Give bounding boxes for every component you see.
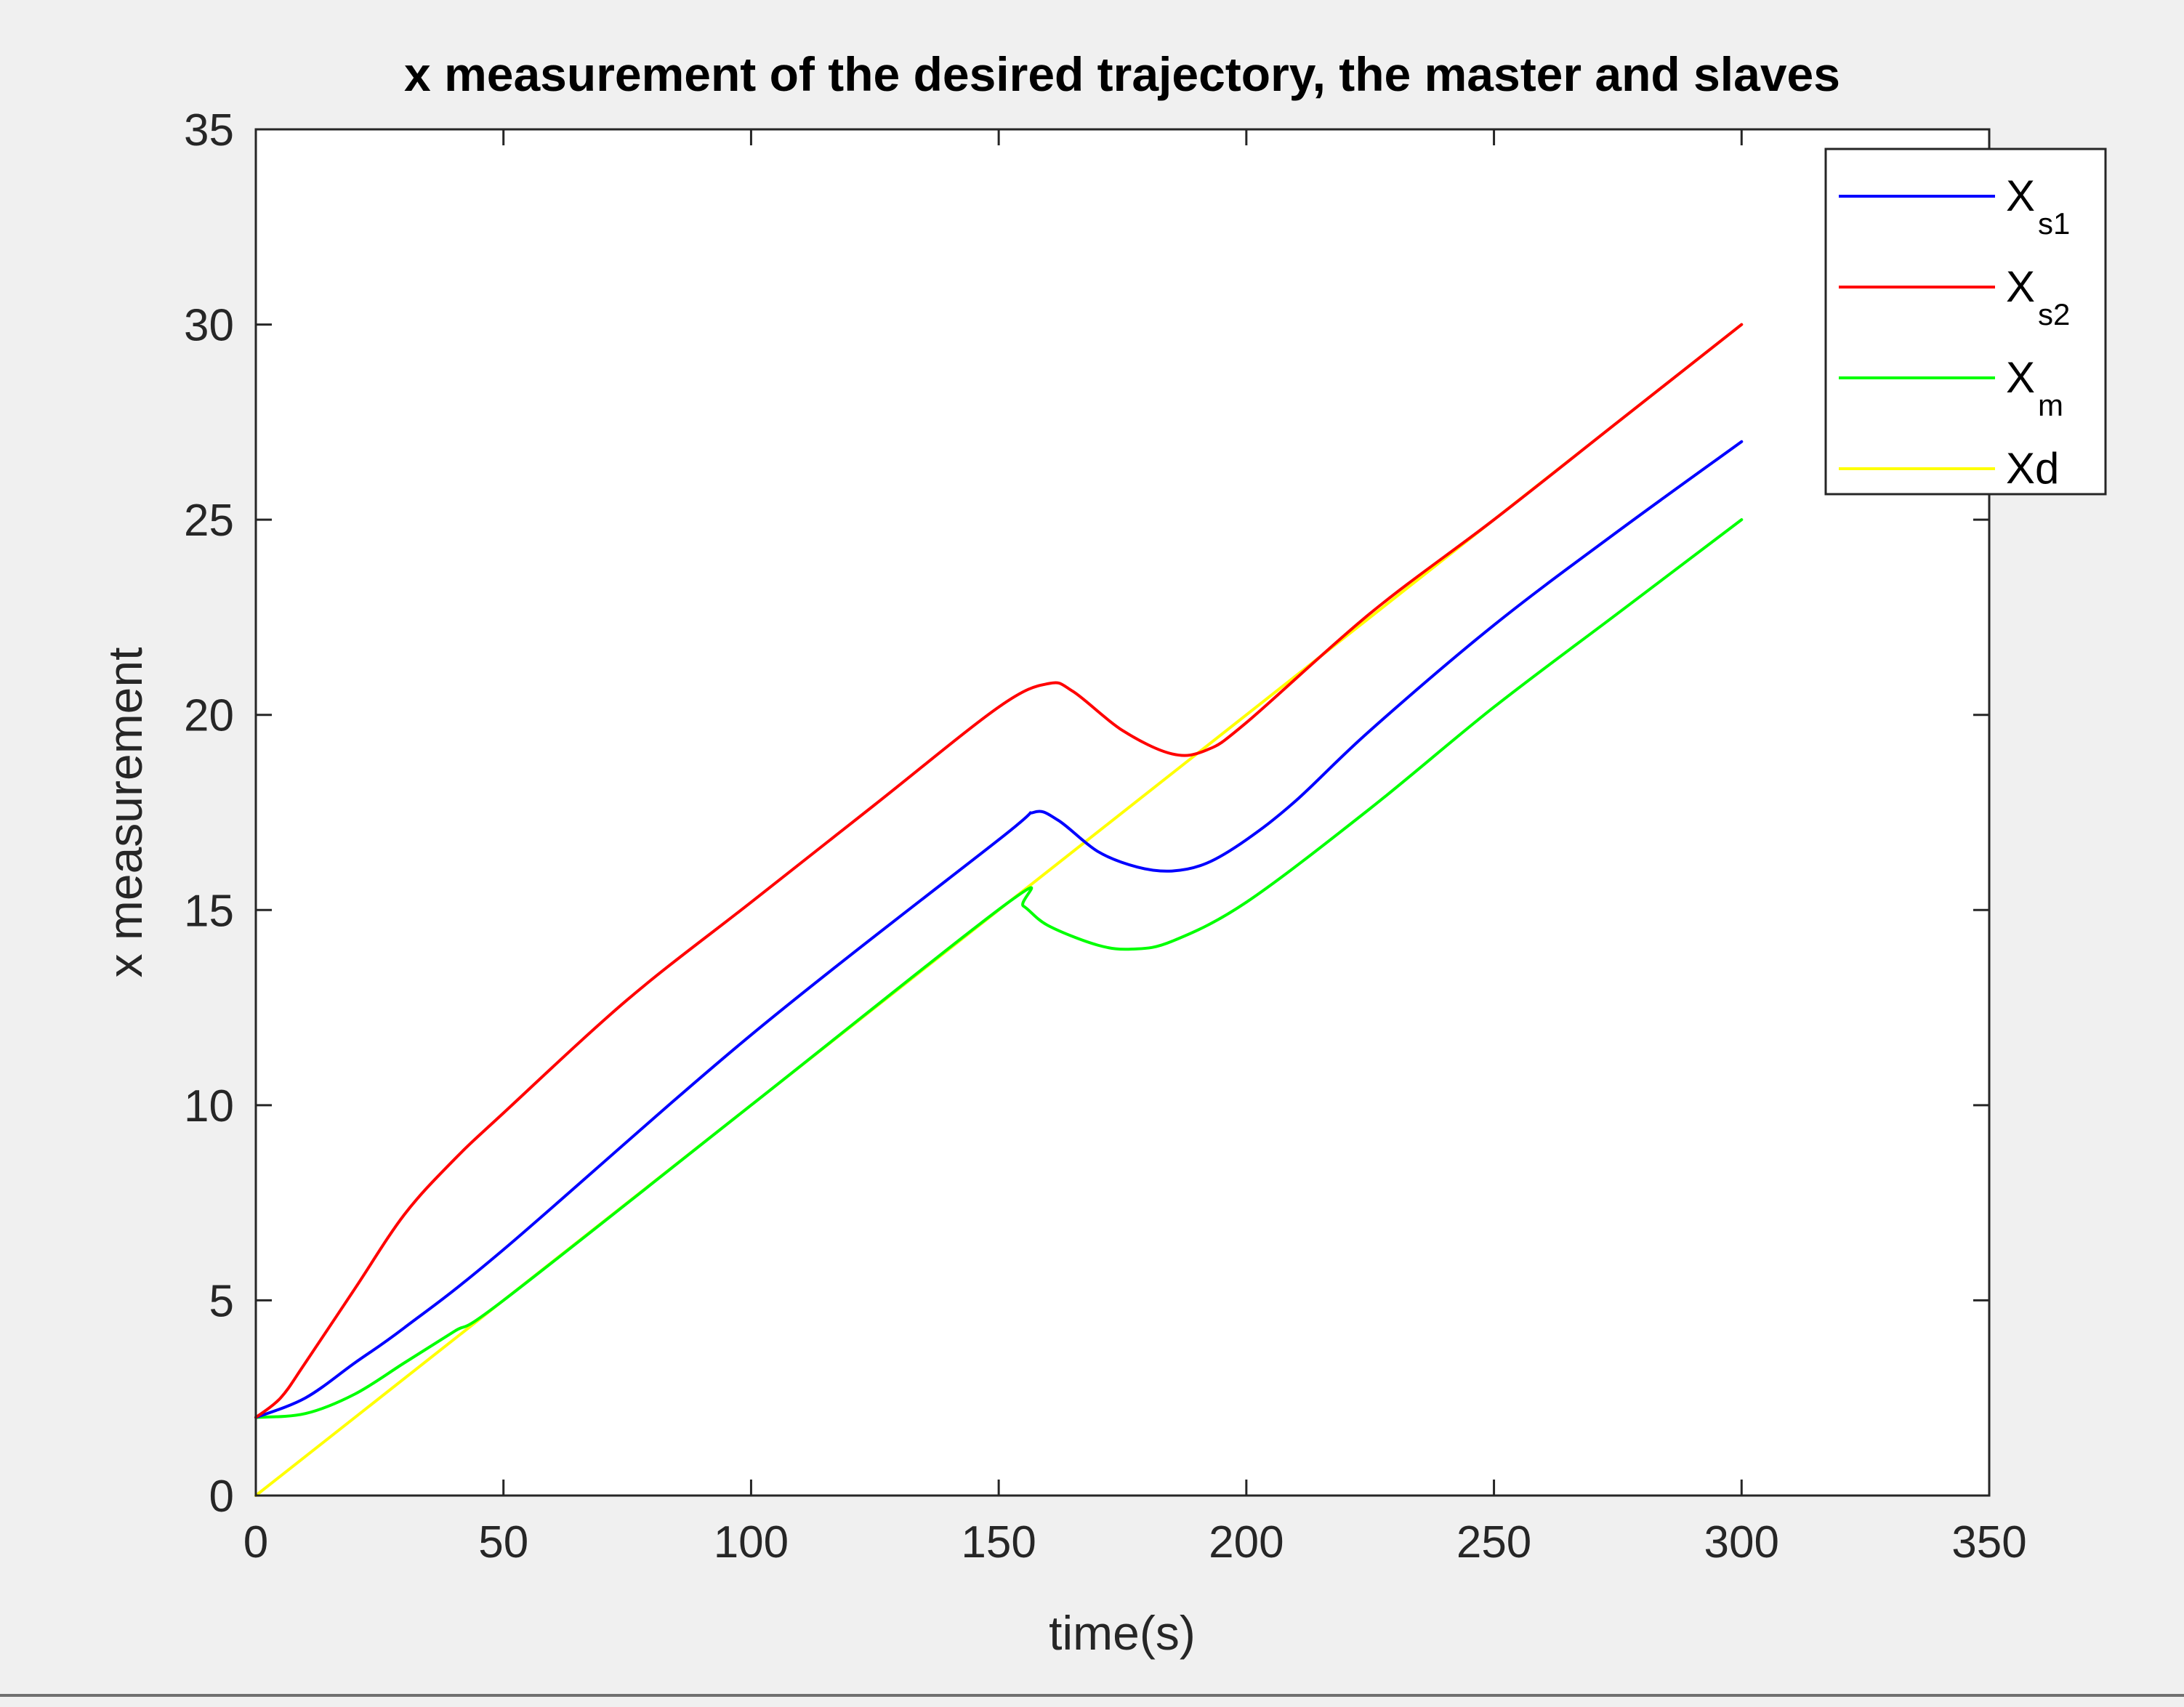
- x-tick-label: 50: [478, 1517, 528, 1567]
- y-tick-label: 15: [184, 886, 234, 936]
- y-tick-label: 5: [209, 1276, 234, 1326]
- series-line-x-s2: [254, 323, 1744, 1419]
- x-axis-label: time(s): [1049, 1606, 1196, 1660]
- x-tick-label: 250: [1456, 1517, 1531, 1567]
- series-line-x-m: [254, 518, 1744, 1419]
- legend-label: Xs2: [2006, 262, 2070, 331]
- y-tick-label: 10: [184, 1081, 234, 1131]
- y-axis-label: x measurement: [98, 647, 152, 978]
- y-tick-label: 30: [184, 301, 234, 351]
- x-tick-label: 0: [243, 1517, 268, 1567]
- series-line-x-s1: [254, 440, 1744, 1419]
- x-tick-label: 300: [1704, 1517, 1779, 1567]
- axes-box: [254, 128, 1991, 1497]
- legend-label: Xs1: [2006, 171, 2070, 241]
- y-tick-label: 20: [184, 691, 234, 741]
- x-tick-label: 100: [714, 1517, 789, 1567]
- legend-box: [1824, 148, 2107, 496]
- axis-ticks: 0 50 100 150 200 250 300 350 0 5 10 15 20 25 30 35: [184, 105, 2027, 1567]
- legend: Xs1 Xs2 Xm Xd: [1824, 148, 2107, 496]
- x-tick-label: 350: [1951, 1517, 2026, 1567]
- legend-label: Xm: [2006, 353, 2063, 422]
- chart-title: x measurement of the desired trajectory,…: [404, 47, 1840, 101]
- y-tick-label: 25: [184, 496, 234, 546]
- y-tick-label: 0: [209, 1472, 234, 1522]
- legend-label: Xd: [2006, 444, 2059, 493]
- x-tick-label: 150: [961, 1517, 1036, 1567]
- y-tick-label: 35: [184, 105, 234, 156]
- x-tick-label: 200: [1209, 1517, 1284, 1567]
- series-lines: [254, 323, 1744, 1497]
